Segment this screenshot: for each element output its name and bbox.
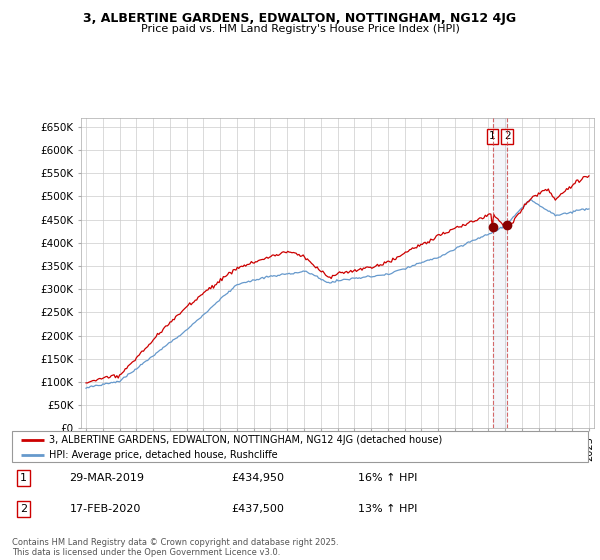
Text: Price paid vs. HM Land Registry's House Price Index (HPI): Price paid vs. HM Land Registry's House … <box>140 24 460 34</box>
Text: 2: 2 <box>20 504 27 514</box>
Text: 3, ALBERTINE GARDENS, EDWALTON, NOTTINGHAM, NG12 4JG (detached house): 3, ALBERTINE GARDENS, EDWALTON, NOTTINGH… <box>49 435 443 445</box>
Text: Contains HM Land Registry data © Crown copyright and database right 2025.
This d: Contains HM Land Registry data © Crown c… <box>12 538 338 557</box>
Text: 16% ↑ HPI: 16% ↑ HPI <box>358 473 417 483</box>
Text: 17-FEB-2020: 17-FEB-2020 <box>70 504 141 514</box>
Text: £434,950: £434,950 <box>231 473 284 483</box>
Text: 1: 1 <box>20 473 27 483</box>
FancyBboxPatch shape <box>12 431 588 462</box>
Text: 2: 2 <box>504 131 511 141</box>
Text: 1: 1 <box>489 131 496 141</box>
Text: £437,500: £437,500 <box>231 504 284 514</box>
Text: 13% ↑ HPI: 13% ↑ HPI <box>358 504 417 514</box>
Text: 3, ALBERTINE GARDENS, EDWALTON, NOTTINGHAM, NG12 4JG: 3, ALBERTINE GARDENS, EDWALTON, NOTTINGH… <box>83 12 517 25</box>
Text: HPI: Average price, detached house, Rushcliffe: HPI: Average price, detached house, Rush… <box>49 450 278 460</box>
Text: 29-MAR-2019: 29-MAR-2019 <box>70 473 145 483</box>
Bar <box>493 118 507 428</box>
